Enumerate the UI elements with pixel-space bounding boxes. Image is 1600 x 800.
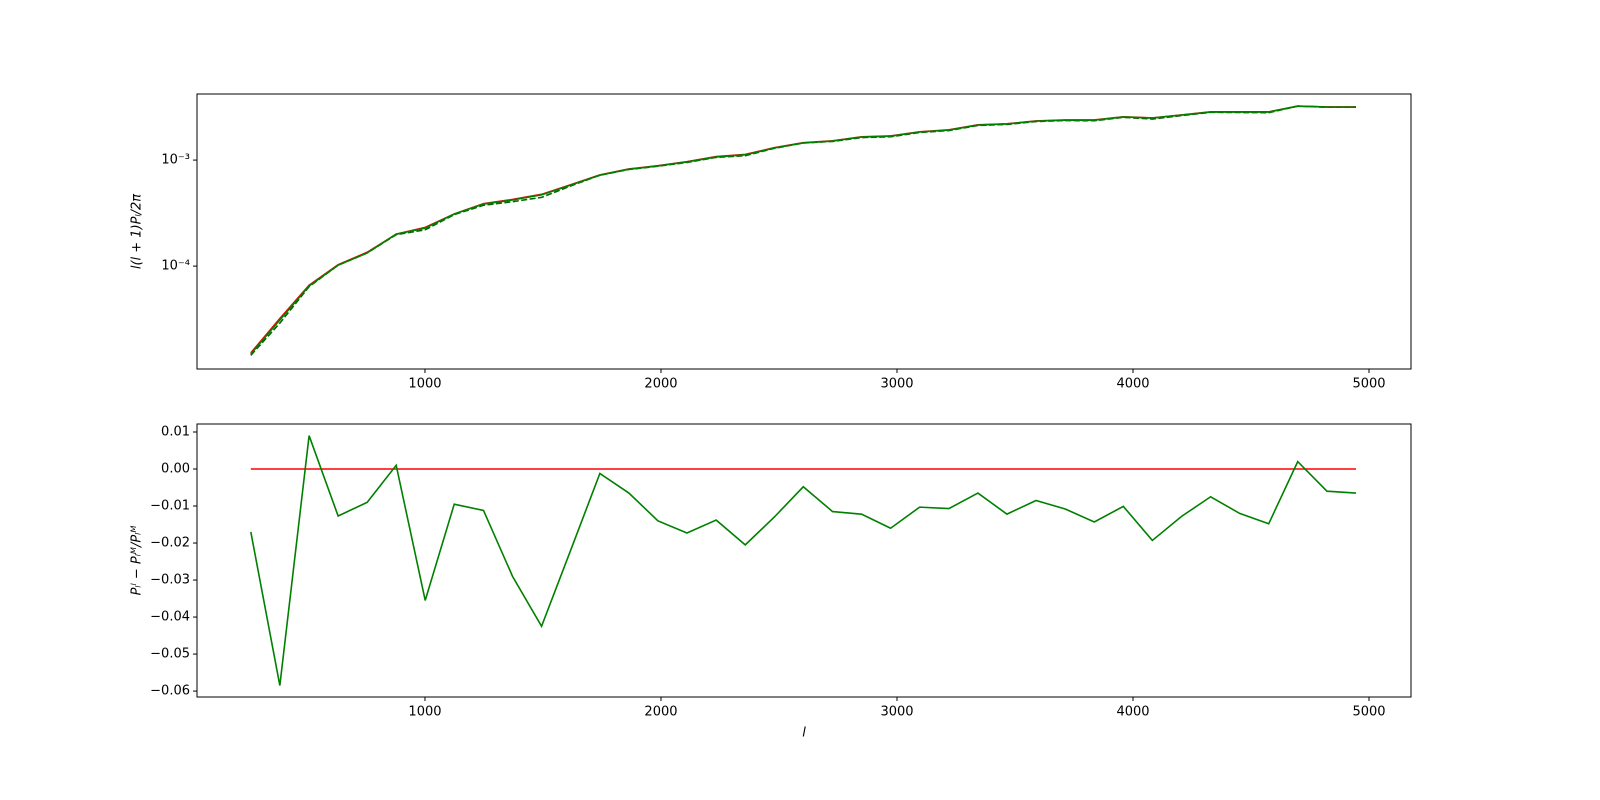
y-tick-label: −0.03	[150, 573, 190, 588]
x-tick-label: 4000	[1116, 705, 1149, 720]
y-tick-label: 0.00	[161, 462, 190, 477]
x-tick-label: 2000	[644, 377, 677, 392]
x-axis-label: l	[802, 726, 806, 741]
x-tick-label: 5000	[1352, 705, 1385, 720]
x-tick-label: 3000	[880, 377, 913, 392]
x-tick-label: 5000	[1352, 377, 1385, 392]
y-tick-label: 10⁻³	[161, 153, 190, 168]
x-tick-label: 4000	[1116, 377, 1149, 392]
y-tick-label: −0.04	[150, 610, 190, 625]
y-axis-label: Pₗˡ − Pₗᴹ/Pₗᴹ	[130, 526, 145, 596]
x-tick-label: 3000	[880, 705, 913, 720]
y-tick-label: −0.05	[150, 647, 190, 662]
plot-frame	[196, 423, 1412, 698]
x-tick-label: 1000	[408, 377, 441, 392]
plot-frame	[196, 93, 1412, 370]
x-tick-label: 2000	[644, 705, 677, 720]
x-tick-label: 1000	[408, 705, 441, 720]
y-tick-label: 0.01	[161, 424, 190, 439]
y-tick-label: −0.01	[150, 499, 190, 514]
y-axis-label: l(l + 1)Pₗ/2π	[130, 194, 145, 269]
y-tick-label: −0.06	[150, 684, 190, 699]
data-line	[250, 435, 1357, 686]
y-tick-label: −0.02	[150, 536, 190, 551]
y-tick-label: 10⁻⁴	[161, 259, 190, 274]
data-line	[250, 105, 1357, 355]
